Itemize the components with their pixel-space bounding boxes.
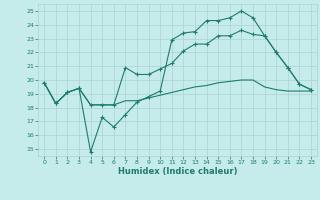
X-axis label: Humidex (Indice chaleur): Humidex (Indice chaleur) xyxy=(118,167,237,176)
